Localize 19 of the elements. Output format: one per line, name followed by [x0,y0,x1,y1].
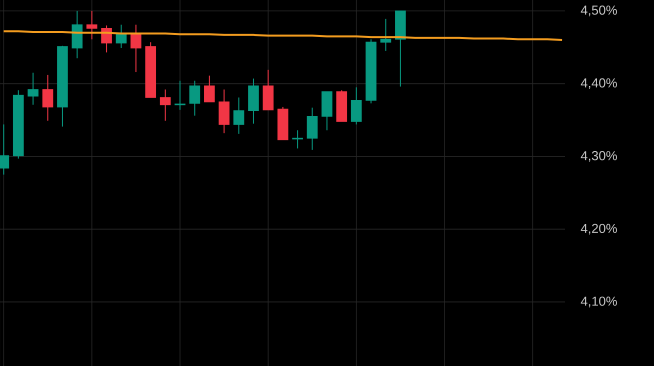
candlestick [189,80,200,116]
candlestick [380,18,392,52]
y-tick-label: 4,30% [580,151,617,162]
candlestick [42,74,54,122]
candlestick [218,88,230,134]
y-tick-label: 4,40% [580,78,617,90]
y-tick-label: 4,20% [580,224,617,235]
candlestick [306,107,318,150]
candlestick [204,75,215,102]
candlestick [160,88,171,122]
candlestick [350,86,362,125]
candlestick [292,130,303,149]
y-tick-label: 4,10% [580,296,617,308]
candlestick [86,10,98,40]
candlestick [130,24,142,73]
candlestick [233,96,244,134]
candlestick [174,80,186,110]
candlestick [28,72,38,106]
y-tick-label: 4,50% [580,6,617,16]
